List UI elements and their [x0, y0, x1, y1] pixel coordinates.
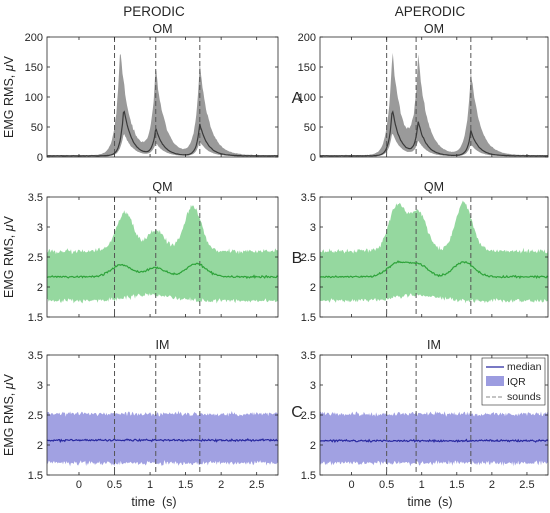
- y-axis-label: EMG RMS, μV: [2, 373, 16, 456]
- legend-median-label: median: [507, 361, 542, 373]
- median-line: [319, 110, 549, 157]
- legend-iqr-label: IQR: [507, 376, 526, 388]
- x-tick-label: 2.5: [519, 479, 534, 491]
- median-line: [47, 110, 279, 157]
- y-tick-label: 3: [37, 222, 43, 234]
- iqr-band: [320, 411, 548, 467]
- y-axis-label-unit: V: [2, 55, 16, 64]
- x-tick-label: 2.5: [249, 479, 264, 491]
- panel-title: IM: [427, 338, 441, 352]
- y-tick-label: 3.5: [28, 350, 43, 362]
- iqr-band: [320, 200, 548, 304]
- panel-title: OM: [424, 22, 444, 36]
- panel-qm-perodic: 1.5 2 2.5 3 3.5 QM EMG RMS, μV: [2, 180, 279, 324]
- x-tick-label: 0: [349, 479, 355, 491]
- x-tick-label: 1: [419, 479, 425, 491]
- iqr-band: [47, 204, 278, 304]
- legend-sounds-label: sounds: [507, 391, 541, 403]
- y-tick-label: 0: [310, 152, 316, 164]
- y-tick-label: 0: [37, 152, 43, 164]
- legend-iqr-swatch: [486, 376, 504, 386]
- iqr-band: [47, 410, 278, 467]
- panel-qm-aperodic: 1.5 2 2.5 3 3.5 QM: [301, 180, 549, 324]
- y-tick-label: 2: [37, 282, 43, 294]
- x-tick-label: 0.5: [107, 479, 122, 491]
- iqr-band: [47, 54, 278, 157]
- y-tick-label: 2: [310, 440, 316, 452]
- y-tick-label: 1.5: [301, 312, 316, 324]
- legend: median IQR sounds: [481, 357, 546, 406]
- column-title-aperiodic: APERODIC: [395, 4, 466, 19]
- row-letter-a: A: [292, 90, 303, 107]
- panel-title: OM: [152, 22, 172, 36]
- y-axis-label-text: EMG RMS,: [2, 71, 16, 138]
- y-tick-label: 2.5: [301, 410, 316, 422]
- y-tick-label: 2: [310, 282, 316, 294]
- x-tick-label: 1.5: [449, 479, 464, 491]
- y-axis-label: EMG RMS, μV: [2, 55, 16, 138]
- y-axis-label: EMG RMS, μV: [2, 215, 16, 298]
- y-tick-label: 150: [25, 62, 43, 74]
- x-axis-label-right: time (s): [407, 495, 452, 509]
- y-tick-label: 200: [298, 32, 316, 44]
- x-tick-label: 1.5: [178, 479, 193, 491]
- row-letter-b: B: [292, 250, 303, 267]
- y-tick-label: 2.5: [28, 410, 43, 422]
- median-line: [319, 260, 549, 280]
- column-title-periodic: PERODIC: [123, 4, 185, 19]
- x-axis-label-left: time (s): [131, 495, 176, 509]
- y-axis-label-text: EMG RMS,: [2, 389, 16, 456]
- y-tick-label: 100: [298, 92, 316, 104]
- y-tick-label: 3: [37, 380, 43, 392]
- y-axis-label-mu: μ: [2, 382, 16, 390]
- y-tick-label: 3: [310, 222, 316, 234]
- y-tick-label: 50: [31, 122, 43, 134]
- iqr-band: [320, 52, 548, 157]
- y-tick-label: 200: [25, 32, 43, 44]
- x-tick-label: 2: [489, 479, 495, 491]
- x-tick-label: 0.5: [379, 479, 394, 491]
- y-tick-label: 1.5: [28, 312, 43, 324]
- y-tick-label: 2.5: [301, 252, 316, 264]
- y-axis-label-text: EMG RMS,: [2, 231, 16, 298]
- y-tick-label: 150: [298, 62, 316, 74]
- y-tick-label: 2: [37, 440, 43, 452]
- y-tick-label: 50: [304, 122, 316, 134]
- median-line: [46, 262, 279, 280]
- y-tick-label: 3.5: [28, 192, 43, 204]
- y-tick-label: 1.5: [28, 470, 43, 482]
- panel-title: QM: [424, 180, 444, 194]
- panel-im-perodic: 1.5 2 2.5 3 3.5 0 0.5 1 1.5 2 2.5 IM EMG RMS, μV: [2, 338, 279, 491]
- panel-om-perodic: 0 50 100 150 200 OM EMG RMS, μV: [2, 22, 279, 164]
- median-line: [46, 437, 279, 444]
- y-axis-label-mu: μ: [2, 224, 16, 232]
- panel-title: IM: [156, 338, 170, 352]
- y-tick-label: 3.5: [301, 350, 316, 362]
- x-tick-label: 2: [218, 479, 224, 491]
- y-axis-label-mu: μ: [2, 64, 16, 72]
- y-tick-label: 3: [310, 380, 316, 392]
- y-tick-label: 3.5: [301, 192, 316, 204]
- x-tick-label: 1: [147, 479, 153, 491]
- x-tick-label: 0: [76, 479, 82, 491]
- panel-im-aperodic: 1.5 2 2.5 3 3.5 0 0.5 1 1.5 2 2.5 IM median IQR sounds: [301, 338, 549, 491]
- panel-om-aperodic: 0 50 100 150 200 OM: [298, 22, 549, 164]
- y-tick-label: 1.5: [301, 470, 316, 482]
- row-letter-c: C: [291, 404, 303, 421]
- panel-title: QM: [152, 180, 172, 194]
- y-axis-label-unit: V: [2, 215, 16, 224]
- median-line: [319, 438, 549, 444]
- y-tick-label: 100: [25, 92, 43, 104]
- y-axis-label-unit: V: [2, 373, 16, 382]
- y-tick-label: 2.5: [28, 252, 43, 264]
